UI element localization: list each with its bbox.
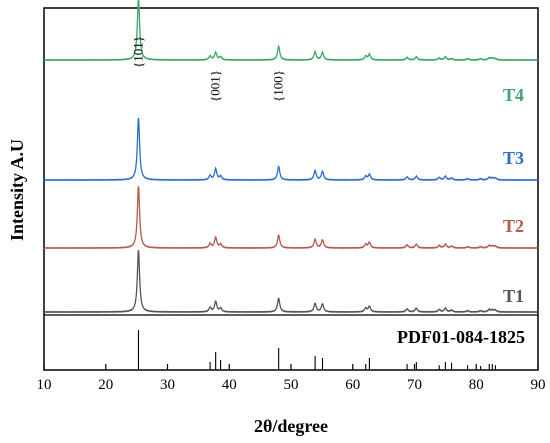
series-label-t3: T3 — [503, 148, 524, 168]
series-line-t4 — [43, 0, 539, 62]
x-tick-label: 80 — [469, 377, 484, 393]
series-line-t3 — [43, 117, 539, 182]
series-traces — [43, 0, 539, 314]
x-tick-label: 50 — [284, 377, 299, 393]
series-line-t2 — [43, 186, 539, 250]
x-tick-label: 30 — [160, 377, 175, 393]
x-tick-label: 90 — [531, 377, 546, 393]
peak-annotations: {101} {001} {100} — [130, 36, 285, 102]
peak-annotation: {001} — [208, 70, 223, 102]
x-tick-label: 20 — [98, 377, 113, 393]
series-label-t1: T1 — [503, 286, 524, 306]
x-axis-ticks: 10 20 30 40 50 60 70 80 90 — [37, 364, 546, 393]
series-label-t4: T4 — [503, 85, 524, 105]
x-axis-label: 2θ/degree — [254, 416, 328, 436]
series-label-t2: T2 — [503, 216, 524, 236]
peak-annotation: {100} — [271, 70, 286, 102]
x-tick-label: 60 — [345, 377, 360, 393]
y-axis-label: Intensity A.U — [7, 139, 27, 241]
reference-stick-pattern — [137, 330, 496, 370]
reference-label: PDF01-084-1825 — [397, 327, 525, 347]
x-tick-label: 40 — [222, 377, 237, 393]
plot-frame — [43, 7, 539, 371]
series-labels: T4 T3 T2 T1 — [503, 85, 524, 306]
x-tick-label: 10 — [37, 377, 52, 393]
peak-annotation: {101} — [130, 36, 145, 68]
series-line-t1 — [43, 250, 539, 314]
x-tick-label: 70 — [407, 377, 422, 393]
